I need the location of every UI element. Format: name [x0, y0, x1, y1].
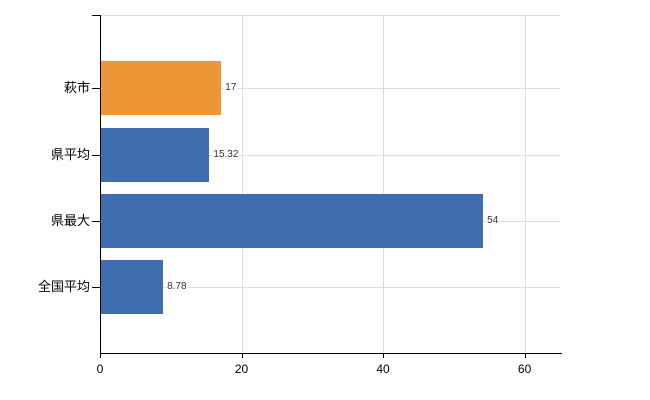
- x-gridline: [241, 15, 243, 353]
- y-axis-tick: [92, 88, 100, 89]
- x-axis-tick: [524, 353, 526, 358]
- y-gridline: [100, 287, 560, 288]
- x-axis-line: [100, 353, 562, 354]
- y-axis-tick: [92, 287, 100, 288]
- x-axis-tick: [241, 353, 243, 358]
- x-tick-label-3: 60: [517, 362, 532, 376]
- y-axis-tick: [92, 154, 100, 156]
- bar-3: [101, 260, 164, 314]
- value-label-3: 8.78: [166, 280, 188, 293]
- plot-top-border: [100, 15, 560, 16]
- x-tick-label-0: 0: [96, 362, 104, 376]
- y-axis-line: [100, 15, 101, 353]
- x-axis-tick: [383, 353, 385, 358]
- category-label-0: 萩市: [63, 80, 90, 95]
- category-label-1: 県平均: [50, 146, 90, 162]
- x-axis-tick: [100, 353, 101, 358]
- bar-0: [101, 61, 222, 115]
- y-axis-tick: [92, 220, 100, 222]
- value-label-1: 15.32: [212, 147, 240, 161]
- x-tick-label-2: 40: [376, 362, 390, 376]
- x-gridline: [383, 15, 385, 353]
- x-tick-label-1: 20: [234, 362, 249, 376]
- y-axis-tick: [92, 15, 100, 16]
- category-label-3: 全国平均: [37, 279, 90, 294]
- y-gridline: [100, 154, 560, 156]
- value-label-2: 54: [486, 213, 500, 227]
- x-gridline: [524, 15, 526, 353]
- bar-2: [101, 193, 484, 248]
- y-gridline: [100, 88, 560, 89]
- bar-1: [101, 127, 210, 182]
- category-label-2: 県最大: [50, 212, 90, 228]
- value-label-0: 17: [224, 81, 238, 94]
